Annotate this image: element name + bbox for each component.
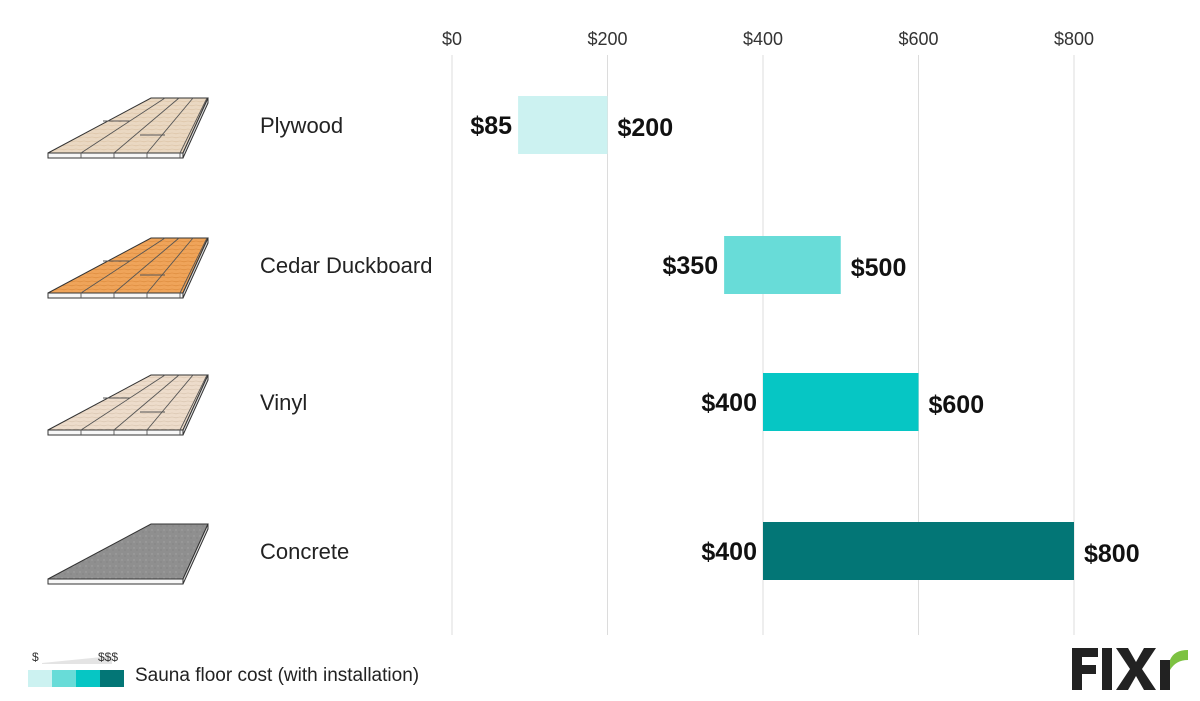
bar-high-value-label: $800 (1084, 540, 1140, 568)
legend-high-symbol: $$$ (98, 650, 119, 664)
legend-swatches (28, 670, 124, 687)
bar-low-value-label: $85 (470, 112, 512, 140)
x-tick-label: $200 (587, 29, 627, 49)
vinyl-floor-icon (47, 374, 209, 436)
cedar-duckboard-floor-icon (47, 237, 209, 299)
x-axis-ticks: $0 $200 $400 $600 $800 (442, 29, 1094, 49)
x-tick-label: $600 (898, 29, 938, 49)
category-label: Concrete (260, 539, 349, 564)
value-labels: $85 $200 $350 $500 $400 $600 $400 $800 (470, 112, 1139, 568)
bar-high-value-label: $500 (851, 254, 907, 282)
bar-low-value-label: $400 (701, 538, 757, 566)
category-icons (47, 97, 209, 585)
legend-low-symbol: $ (32, 650, 39, 664)
bar-high-value-label: $600 (929, 391, 985, 419)
x-tick-label: $400 (743, 29, 783, 49)
legend-swatch (28, 670, 52, 687)
x-tick-label: $800 (1054, 29, 1094, 49)
bar-low-value-label: $400 (701, 389, 757, 417)
bar-high-value-label: $200 (618, 114, 674, 142)
bar (763, 373, 919, 431)
legend-swatch (76, 670, 100, 687)
bar-low-value-label: $350 (663, 252, 719, 280)
bar (763, 522, 1074, 580)
legend-swatch (52, 670, 76, 687)
category-label: Vinyl (260, 390, 307, 415)
bar (724, 236, 841, 294)
legend-swatch (100, 670, 124, 687)
range-bar-chart: $0 $200 $400 $600 $800 Plywood Cedar Duckboar… (47, 29, 1140, 635)
x-tick-label: $0 (442, 29, 462, 49)
category-label: Plywood (260, 113, 343, 138)
legend-cost-scale: $ $$$ (28, 650, 124, 690)
bars (518, 96, 1074, 580)
category-labels: Plywood Cedar Duckboard Vinyl Concrete (260, 113, 432, 564)
legend-wedge-icon (42, 656, 112, 664)
bar (518, 96, 608, 154)
concrete-floor-icon (47, 523, 209, 585)
plywood-floor-icon (47, 97, 209, 159)
category-label: Cedar Duckboard (260, 253, 432, 278)
legend-label: Sauna floor cost (with installation) (135, 665, 420, 686)
fixr-logo (1072, 648, 1188, 690)
